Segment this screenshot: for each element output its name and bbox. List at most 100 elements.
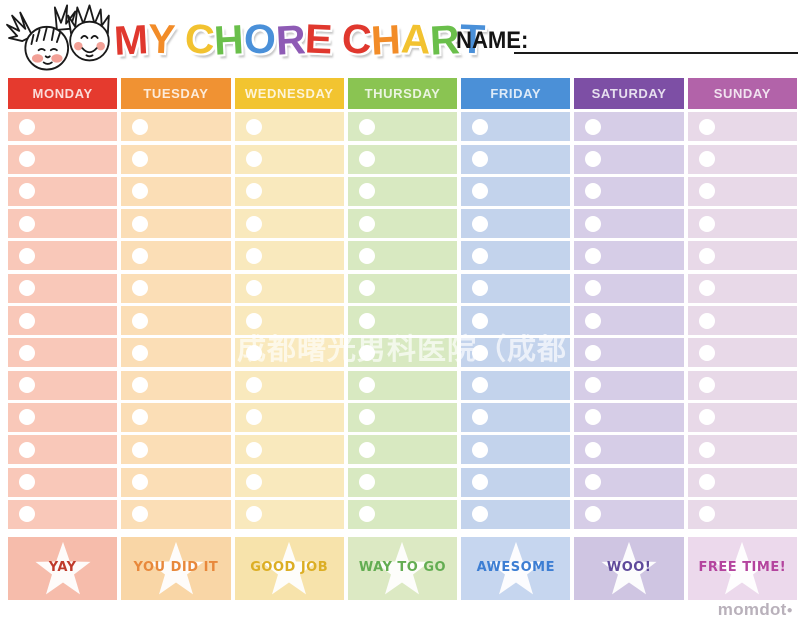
chore-checkbox-dot[interactable]: [132, 377, 149, 394]
chore-checkbox-dot[interactable]: [585, 151, 602, 168]
chore-checkbox-dot[interactable]: [245, 344, 262, 361]
chore-checkbox-dot[interactable]: [472, 151, 489, 168]
name-label: NAME:: [456, 27, 529, 54]
chore-checkbox-dot[interactable]: [132, 215, 149, 232]
chore-checkbox-dot[interactable]: [245, 247, 262, 264]
chore-checkbox-dot[interactable]: [132, 118, 149, 135]
chore-checkbox-dot[interactable]: [19, 409, 35, 426]
chore-checkbox-dot[interactable]: [585, 441, 602, 458]
chore-checkbox-dot[interactable]: [19, 441, 35, 458]
chore-checkbox-dot[interactable]: [358, 474, 375, 491]
chore-checkbox-dot[interactable]: [585, 506, 602, 523]
chore-checkbox-dot[interactable]: [585, 409, 602, 426]
chore-checkbox-dot[interactable]: [245, 312, 262, 329]
chore-checkbox-dot[interactable]: [472, 441, 489, 458]
chore-checkbox-dot[interactable]: [245, 409, 262, 426]
chore-checkbox-dot[interactable]: [358, 409, 375, 426]
chore-checkbox-dot[interactable]: [19, 183, 35, 200]
brand-logo: momdot●: [718, 600, 793, 620]
chore-checkbox-dot[interactable]: [698, 474, 715, 491]
chore-checkbox-dot[interactable]: [472, 215, 489, 232]
chore-checkbox-dot[interactable]: [19, 215, 35, 232]
chore-checkbox-dot[interactable]: [19, 118, 35, 135]
chore-checkbox-dot[interactable]: [358, 118, 375, 135]
chore-checkbox-dot[interactable]: [19, 344, 35, 361]
chore-checkbox-dot[interactable]: [585, 280, 602, 297]
chore-checkbox-dot[interactable]: [585, 247, 602, 264]
chore-checkbox-dot[interactable]: [358, 441, 375, 458]
chore-checkbox-dot[interactable]: [585, 312, 602, 329]
chore-checkbox-dot[interactable]: [19, 280, 35, 297]
chore-checkbox-dot[interactable]: [698, 280, 715, 297]
chore-checkbox-dot[interactable]: [585, 215, 602, 232]
chore-checkbox-dot[interactable]: [132, 312, 149, 329]
chore-checkbox-dot[interactable]: [585, 377, 602, 394]
chore-checkbox-dot[interactable]: [132, 183, 149, 200]
chore-checkbox-dot[interactable]: [472, 280, 489, 297]
chore-checkbox-dot[interactable]: [358, 280, 375, 297]
chore-checkbox-dot[interactable]: [132, 506, 149, 523]
chore-checkbox-dot[interactable]: [245, 118, 262, 135]
chore-checkbox-dot[interactable]: [585, 183, 602, 200]
chore-cell: [574, 338, 684, 368]
chore-checkbox-dot[interactable]: [19, 312, 35, 329]
chore-checkbox-dot[interactable]: [698, 215, 715, 232]
name-input-line[interactable]: [514, 30, 798, 54]
chore-checkbox-dot[interactable]: [472, 506, 489, 523]
chore-checkbox-dot[interactable]: [698, 506, 715, 523]
chore-checkbox-dot[interactable]: [19, 377, 35, 394]
chore-checkbox-dot[interactable]: [132, 474, 149, 491]
chore-checkbox-dot[interactable]: [358, 215, 375, 232]
chore-checkbox-dot[interactable]: [472, 344, 489, 361]
chore-checkbox-dot[interactable]: [698, 151, 715, 168]
chore-checkbox-dot[interactable]: [245, 151, 262, 168]
chore-checkbox-dot[interactable]: [358, 344, 375, 361]
chore-checkbox-dot[interactable]: [472, 474, 489, 491]
chore-checkbox-dot[interactable]: [132, 344, 149, 361]
chore-checkbox-dot[interactable]: [132, 247, 149, 264]
chore-checkbox-dot[interactable]: [245, 474, 262, 491]
chore-checkbox-dot[interactable]: [132, 151, 149, 168]
chore-checkbox-dot[interactable]: [585, 118, 602, 135]
chore-checkbox-dot[interactable]: [132, 409, 149, 426]
day-header-tuesday: TUESDAY: [121, 78, 231, 109]
chore-checkbox-dot[interactable]: [472, 409, 489, 426]
chore-checkbox-dot[interactable]: [698, 409, 715, 426]
chore-checkbox-dot[interactable]: [19, 506, 35, 523]
chore-checkbox-dot[interactable]: [245, 441, 262, 458]
day-column-saturday: SATURDAY WOO!: [574, 78, 684, 600]
chore-checkbox-dot[interactable]: [132, 280, 149, 297]
chore-checkbox-dot[interactable]: [472, 247, 489, 264]
chore-checkbox-dot[interactable]: [358, 312, 375, 329]
chore-checkbox-dot[interactable]: [698, 118, 715, 135]
chore-checkbox-dot[interactable]: [358, 506, 375, 523]
chore-checkbox-dot[interactable]: [358, 247, 375, 264]
chore-checkbox-dot[interactable]: [19, 151, 35, 168]
chore-checkbox-dot[interactable]: [132, 441, 149, 458]
chore-checkbox-dot[interactable]: [358, 151, 375, 168]
chore-checkbox-dot[interactable]: [698, 312, 715, 329]
chore-checkbox-dot[interactable]: [245, 377, 262, 394]
chore-checkbox-dot[interactable]: [472, 118, 489, 135]
chore-checkbox-dot[interactable]: [472, 183, 489, 200]
chore-checkbox-dot[interactable]: [698, 344, 715, 361]
chore-checkbox-dot[interactable]: [245, 215, 262, 232]
chore-checkbox-dot[interactable]: [358, 183, 375, 200]
chore-checkbox-dot[interactable]: [19, 247, 35, 264]
chore-checkbox-dot[interactable]: [698, 247, 715, 264]
chore-checkbox-dot[interactable]: [245, 280, 262, 297]
chore-checkbox-dot[interactable]: [245, 183, 262, 200]
chore-checkbox-dot[interactable]: [698, 377, 715, 394]
chore-checkbox-dot[interactable]: [358, 377, 375, 394]
chore-checkbox-dot[interactable]: [698, 183, 715, 200]
reward-cell-monday: YAY: [8, 536, 118, 600]
chore-checkbox-dot[interactable]: [585, 474, 602, 491]
chore-checkbox-dot[interactable]: [19, 474, 35, 491]
chore-checkbox-dot[interactable]: [698, 441, 715, 458]
kids-faces-icon: [6, 4, 110, 71]
chore-checkbox-dot[interactable]: [472, 312, 489, 329]
reward-label: YOU DID IT: [133, 560, 219, 576]
chore-checkbox-dot[interactable]: [585, 344, 602, 361]
chore-checkbox-dot[interactable]: [472, 377, 489, 394]
chore-checkbox-dot[interactable]: [245, 506, 262, 523]
